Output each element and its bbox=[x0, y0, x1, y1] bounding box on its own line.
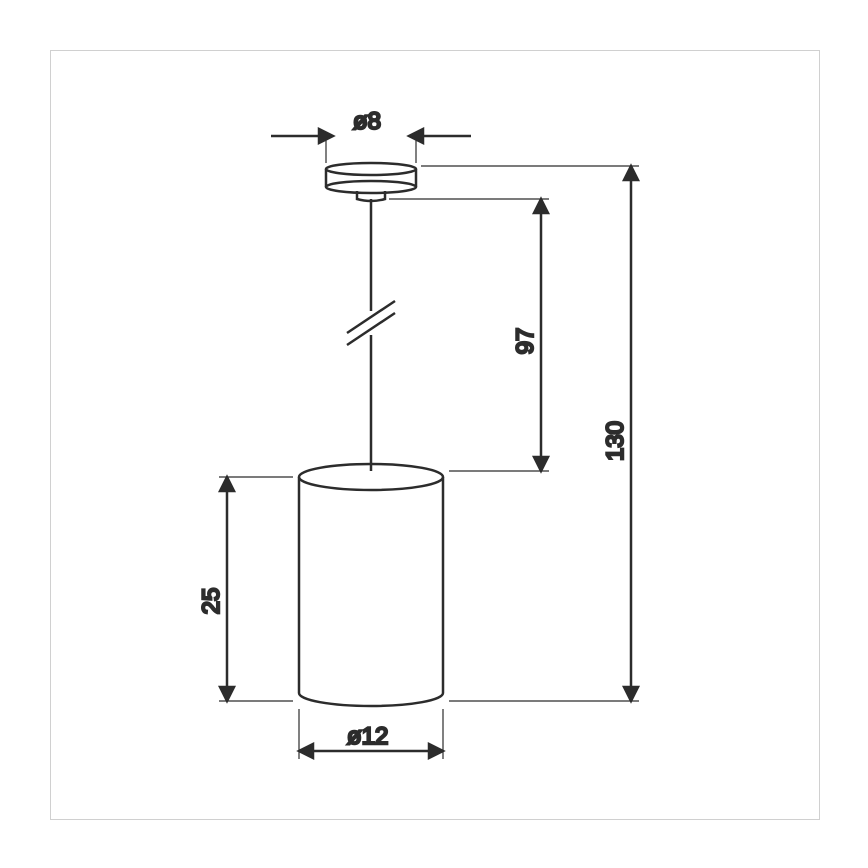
label-total-height: 130 bbox=[602, 421, 629, 461]
label-shade-height: 25 bbox=[198, 588, 225, 615]
dim-canopy-diameter: ø8 bbox=[271, 108, 471, 163]
dim-shade-diameter: ø12 bbox=[299, 709, 443, 759]
label-canopy-diameter: ø8 bbox=[353, 108, 381, 135]
canopy bbox=[326, 163, 416, 201]
dimension-drawing: ø8 ø12 25 97 130 bbox=[51, 51, 819, 819]
shade-cylinder bbox=[299, 464, 443, 706]
dim-shade-height: 25 bbox=[198, 477, 293, 701]
drawing-frame: ø8 ø12 25 97 130 bbox=[50, 50, 820, 820]
label-shade-diameter: ø12 bbox=[347, 723, 388, 750]
dim-total-height: 130 bbox=[421, 166, 639, 701]
label-cable-length: 97 bbox=[512, 328, 539, 355]
dim-cable-length: 97 bbox=[389, 199, 549, 471]
